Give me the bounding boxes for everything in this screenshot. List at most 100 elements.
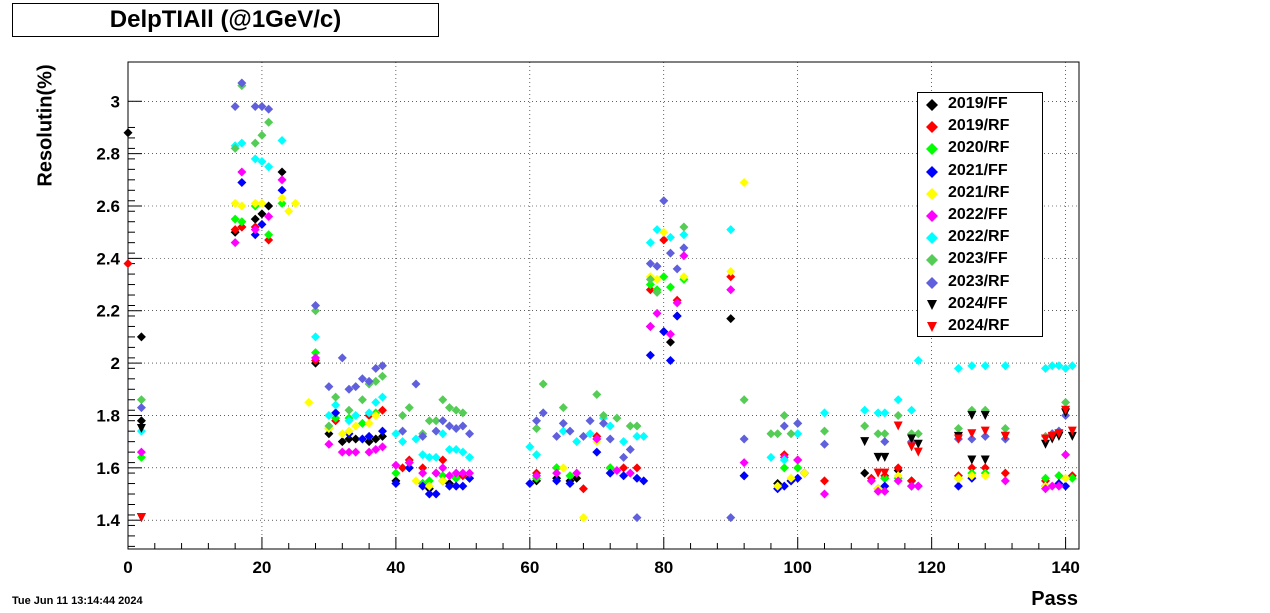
data-point (411, 434, 421, 444)
data-point (404, 458, 414, 468)
legend-item: 2023/FF (918, 248, 1044, 270)
data-point (532, 471, 542, 481)
data-point (398, 426, 408, 436)
data-point (726, 266, 736, 276)
data-point (880, 437, 890, 447)
diamond-marker-icon (926, 165, 938, 178)
data-point (619, 437, 629, 447)
data-point (860, 468, 870, 478)
legend-label: 2019/FF (948, 95, 1008, 112)
data-point (625, 445, 635, 455)
data-point (237, 201, 247, 211)
data-point (391, 479, 401, 489)
chart-title: DelpTIAll (@1GeV/c) (109, 6, 342, 33)
data-point (893, 421, 903, 431)
data-point (136, 452, 146, 462)
data-point (820, 426, 830, 436)
data-point (913, 481, 923, 491)
data-point (1067, 361, 1077, 371)
data-point (377, 431, 387, 441)
data-point (438, 476, 448, 486)
data-point (538, 379, 548, 389)
data-point (793, 473, 803, 483)
data-point (632, 431, 642, 441)
data-point (451, 481, 461, 491)
data-point (1061, 481, 1071, 491)
data-point (337, 447, 347, 457)
data-point (136, 424, 146, 434)
x-tick-label: 20 (252, 558, 271, 577)
data-point (873, 486, 883, 496)
data-point (793, 455, 803, 465)
data-point (645, 350, 655, 360)
data-point (424, 481, 434, 491)
data-point (451, 445, 461, 455)
legend-label: 2021/FF (948, 161, 1008, 179)
legend-label: 2023/RF (948, 272, 1010, 290)
data-point (136, 447, 146, 457)
legend: 2019/FF 2019/RF 2020/RF 2021/FF 2021/RF 2022/… (917, 92, 1043, 337)
data-point (344, 447, 354, 457)
legend-label: 2022/FF (948, 206, 1008, 223)
y-axis-title: Resolutin(%) (34, 64, 57, 187)
data-point (967, 463, 977, 473)
x-tick-label: 80 (654, 558, 673, 577)
data-point (123, 259, 133, 269)
data-point (739, 434, 749, 444)
data-point (592, 390, 602, 400)
data-points (123, 78, 1077, 523)
data-point (458, 468, 468, 478)
data-point (953, 481, 963, 491)
legend-label: 2020/RF (948, 139, 1010, 157)
data-point (773, 481, 783, 491)
data-point (250, 230, 260, 240)
data-point (324, 382, 334, 392)
data-point (679, 222, 689, 232)
data-point (250, 225, 260, 235)
data-point (1054, 481, 1064, 491)
data-point (672, 264, 682, 274)
data-point (364, 376, 374, 386)
data-point (619, 471, 629, 481)
data-point (953, 363, 963, 373)
data-point (793, 418, 803, 428)
data-point (552, 476, 562, 486)
legend-label: 2021/RF (948, 183, 1010, 201)
data-point (311, 301, 321, 310)
data-point (1061, 363, 1071, 373)
data-point (337, 437, 347, 447)
data-point (438, 416, 448, 426)
data-point (953, 424, 963, 434)
data-point (967, 361, 977, 371)
data-point (337, 353, 347, 363)
data-point (1054, 429, 1064, 439)
data-point (418, 450, 428, 460)
data-point (418, 481, 428, 491)
data-point (799, 468, 809, 478)
data-point (230, 198, 240, 208)
data-point (913, 355, 923, 365)
datestamp: Tue Jun 11 13:14:44 2024 (12, 595, 143, 607)
data-point (277, 167, 287, 177)
data-point (418, 463, 428, 473)
data-point (1061, 405, 1071, 415)
legend-item: 2024/FF (918, 293, 1044, 315)
data-point (893, 395, 903, 405)
data-point (136, 332, 146, 342)
data-point (431, 489, 441, 499)
data-point (351, 447, 361, 457)
data-point (465, 473, 475, 483)
data-point (913, 447, 923, 457)
legend-item: 2020/RF (918, 137, 1044, 159)
data-point (250, 154, 260, 164)
data-point (679, 251, 689, 261)
data-point (357, 434, 367, 444)
data-point (558, 418, 568, 428)
data-point (632, 463, 642, 473)
data-point (665, 337, 675, 347)
data-point (739, 471, 749, 481)
y-tick-label: 1.4 (96, 511, 120, 530)
data-point (451, 468, 461, 478)
diamond-marker-icon (926, 99, 938, 111)
legend-item: 2019/FF (918, 93, 1044, 115)
